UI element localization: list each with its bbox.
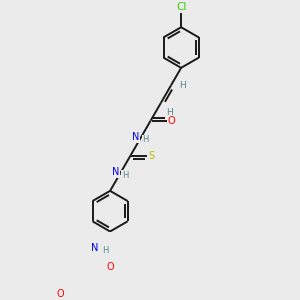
Text: H: H [102, 246, 108, 255]
Text: O: O [107, 262, 115, 272]
Text: S: S [148, 151, 154, 161]
Text: H: H [167, 108, 173, 117]
Text: N: N [132, 132, 140, 142]
Text: Cl: Cl [176, 2, 186, 12]
Text: H: H [122, 171, 128, 180]
Text: O: O [168, 116, 176, 126]
Text: H: H [179, 81, 185, 90]
Text: N: N [92, 243, 99, 253]
Text: N: N [112, 167, 119, 177]
Text: O: O [56, 289, 64, 298]
Text: H: H [142, 135, 149, 144]
